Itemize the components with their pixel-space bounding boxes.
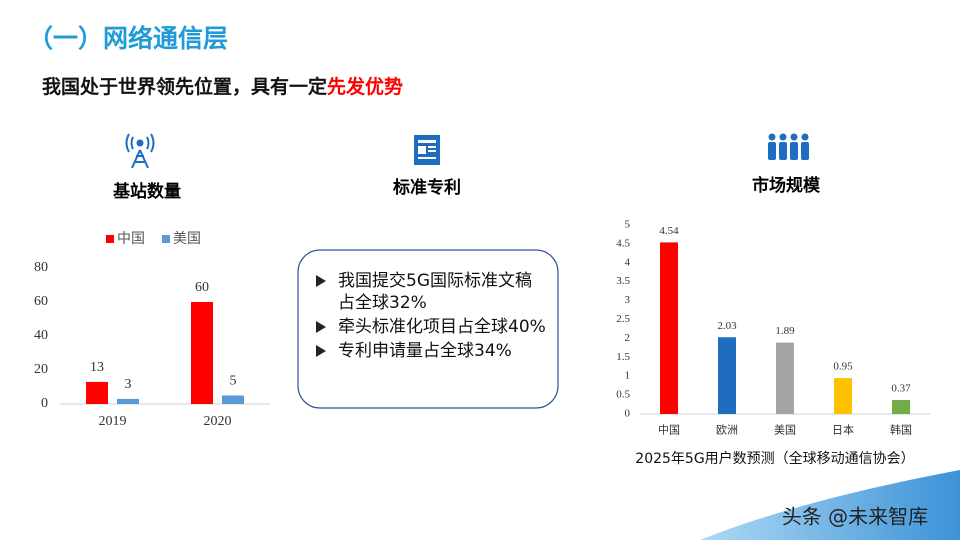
bar — [834, 378, 852, 414]
legend-label: 中国 — [117, 231, 145, 247]
y-tick-label: 0 — [41, 396, 48, 411]
y-tick-label: 0 — [625, 408, 631, 420]
legend-swatch — [106, 235, 114, 243]
document-icon — [414, 135, 440, 165]
value-label: 3 — [125, 377, 132, 392]
value-label: 0.95 — [833, 361, 853, 373]
y-tick-label: 2.5 — [616, 313, 630, 325]
bullet: 专利申请量占全球34% — [312, 340, 548, 362]
legend-swatch — [162, 235, 170, 243]
legend-label: 美国 — [173, 231, 201, 247]
y-tick-label: 80 — [34, 260, 48, 275]
bar — [117, 398, 139, 404]
y-tick-label: 40 — [34, 328, 48, 343]
value-label: 0.37 — [891, 383, 911, 395]
x-tick-label: 欧洲 — [716, 424, 738, 437]
subtitle-text: 我国处于世界领先位置，具有一定 — [42, 75, 327, 98]
y-tick-label: 4.5 — [616, 237, 630, 249]
section-label: 市场规模 — [752, 175, 821, 196]
bar — [892, 400, 910, 414]
value-label: 5 — [230, 374, 237, 389]
value-label: 4.54 — [659, 225, 679, 237]
bar — [222, 395, 244, 404]
y-tick-label: 5 — [625, 219, 631, 231]
bullet-box — [297, 249, 559, 409]
x-tick-label: 日本 — [832, 423, 854, 437]
y-tick-label: 3 — [625, 294, 631, 306]
chart-caption: 2025年5G用户数预测（全球移动通信协会） — [635, 450, 914, 467]
y-tick-label: 0.5 — [616, 389, 630, 401]
value-label: 60 — [195, 280, 209, 295]
subtitle-highlight: 先发优势 — [327, 75, 403, 98]
tower-icon — [125, 133, 155, 169]
bar — [191, 302, 213, 404]
y-tick-label: 1 — [625, 370, 631, 382]
subtitle: 我国处于世界领先位置，具有一定先发优势 — [42, 75, 403, 98]
x-tick-label: 2019 — [99, 414, 127, 429]
y-tick-label: 4 — [625, 256, 631, 268]
value-label: 2.03 — [717, 320, 737, 332]
bar — [776, 342, 794, 414]
bar — [86, 381, 108, 404]
value-label: 1.89 — [775, 325, 795, 337]
bar — [660, 242, 678, 414]
y-tick-label: 20 — [34, 362, 48, 377]
x-tick-label: 韩国 — [890, 423, 912, 437]
people-icon — [768, 133, 809, 160]
bar — [718, 337, 736, 414]
value-label: 13 — [90, 360, 104, 375]
section-label: 基站数量 — [112, 181, 181, 202]
section-label: 标准专利 — [393, 177, 461, 198]
y-tick-label: 60 — [34, 294, 48, 309]
decor-wave — [700, 470, 960, 540]
bullet: 我国提交5G国际标准文稿占全球32% — [312, 270, 548, 314]
bullet-list: 我国提交5G国际标准文稿占全球32% 牵头标准化项目占全球40% 专利申请量占全… — [312, 270, 548, 364]
bullet: 牵头标准化项目占全球40% — [312, 316, 548, 338]
y-tick-label: 1.5 — [616, 351, 630, 363]
y-tick-label: 2 — [625, 332, 631, 344]
x-tick-label: 美国 — [774, 424, 796, 437]
x-tick-label: 2020 — [204, 414, 232, 429]
y-tick-label: 3.5 — [616, 275, 630, 287]
watermark: 头条 @未来智库 — [782, 505, 928, 529]
slide-title: （一）网络通信层 — [28, 24, 228, 53]
x-tick-label: 中国 — [658, 424, 680, 437]
